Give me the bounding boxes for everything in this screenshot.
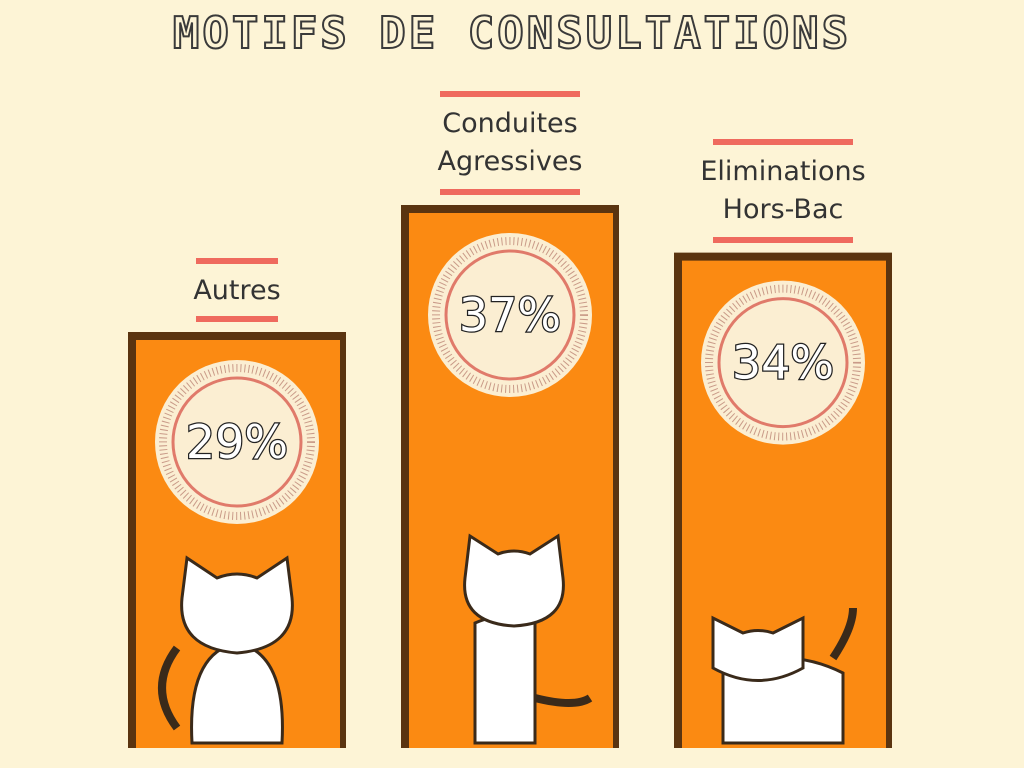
badge-inner — [717, 297, 849, 429]
badge-ticks — [432, 237, 588, 393]
category-label: Conduites Agressives — [400, 105, 620, 181]
value-label: 37% — [459, 288, 561, 342]
cat-sitting-icon — [158, 555, 294, 745]
value-label: 29% — [186, 415, 288, 469]
category-label: Eliminations Hors-Bac — [673, 153, 893, 229]
value-label: 34% — [732, 336, 834, 390]
cat-standing-icon — [463, 533, 593, 745]
chart-title: MOTIFS DE CONSULTATIONS — [172, 7, 852, 60]
category-label-line: Agressives — [437, 146, 583, 177]
bar-group: 29% — [128, 332, 346, 748]
badge-inner — [171, 376, 303, 508]
label-line-top — [196, 258, 278, 264]
label-line-top — [440, 91, 580, 97]
category-label-line: Eliminations — [700, 155, 866, 187]
category-label-line: Hors-Bac — [722, 193, 844, 225]
badge-inner — [444, 249, 576, 381]
badge-ticks — [705, 284, 861, 441]
badge-ticks — [159, 364, 315, 520]
label-line-bottom — [713, 236, 853, 243]
label-line-bottom — [440, 189, 580, 195]
category-label: Autres — [127, 272, 347, 310]
category-label-line: Autres — [193, 275, 281, 306]
label-line-top — [713, 138, 853, 145]
bar-group: 37% — [401, 205, 619, 748]
cat-back-icon — [711, 607, 857, 745]
label-line-bottom — [196, 316, 278, 322]
category-label-line: Conduites — [442, 108, 578, 139]
bar-group: 34% — [674, 252, 892, 748]
